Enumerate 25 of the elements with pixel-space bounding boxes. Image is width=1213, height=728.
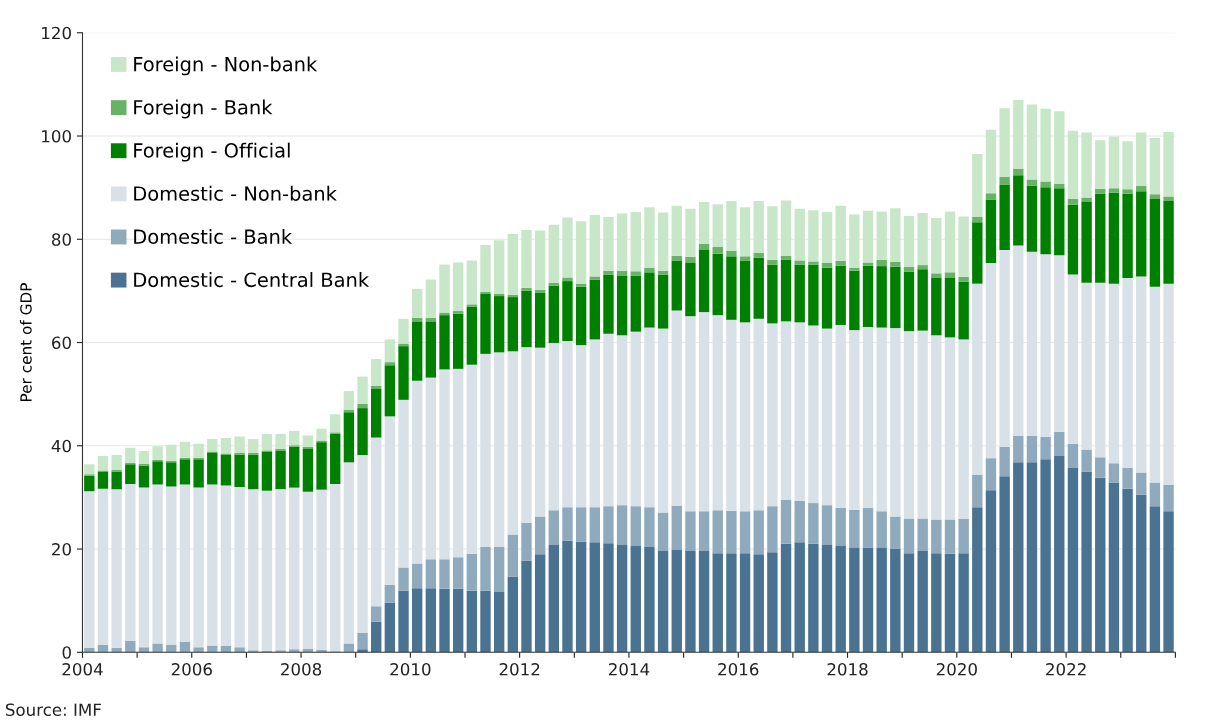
legend-label: Foreign - Official (134, 142, 290, 162)
y-tick-label: 100 (42, 129, 71, 143)
y-tick-label: 0 (62, 646, 71, 659)
x-tick-label: 2016 (718, 663, 759, 676)
x-tick-label: 2014 (608, 663, 650, 676)
source-note: Source: IMF (5, 703, 101, 717)
x-tick-label: 2018 (827, 663, 868, 676)
x-tick-label: 2022 (1046, 663, 1086, 676)
y-tick-label: 20 (52, 543, 71, 556)
y-tick-label: 60 (52, 336, 71, 350)
legend-label: Domestic - Central Bank (134, 272, 370, 288)
legend-label: Foreign - Non-bank (134, 56, 318, 76)
x-tick-label: 2004 (62, 663, 103, 676)
legend-label: Domestic - Non-bank (134, 185, 337, 201)
x-tick-label: 2010 (390, 663, 431, 676)
legend-label: Domestic - Bank (134, 228, 293, 244)
x-tick-label: 2006 (171, 663, 212, 676)
y-tick-label: 120 (42, 26, 71, 40)
y-tick-label: 80 (51, 233, 71, 246)
x-tick-label: 2012 (499, 663, 540, 676)
legend-label: Foreign - Bank (134, 99, 273, 119)
x-tick-label: 2008 (281, 663, 322, 676)
x-tick-label: 2020 (936, 663, 977, 676)
y-axis-title: Per cent of GDP (19, 283, 32, 401)
y-tick-label: 40 (51, 439, 71, 453)
